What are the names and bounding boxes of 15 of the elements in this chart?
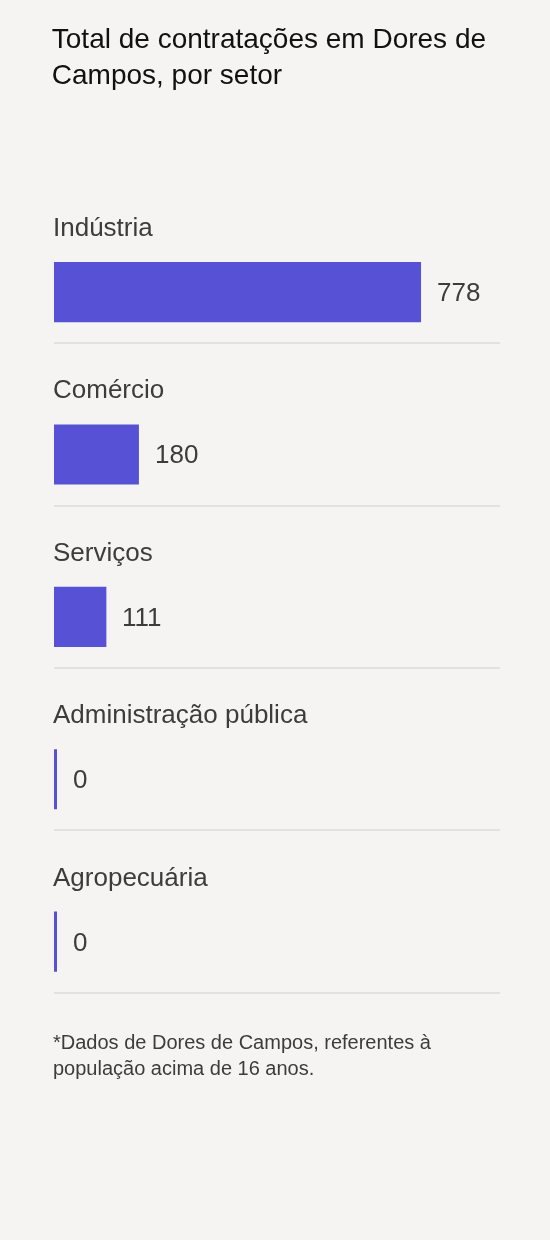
text: *Dados de Dores de Campos, referentes à população acima de 16 anos. [53,1031,432,1079]
y-tick-label: Indústria [53,212,154,242]
data-label: 0 [73,927,88,957]
data-label: 778 [437,277,481,307]
bar [54,586,107,647]
bar [54,262,422,323]
y-tick-label: Administração pública [53,699,308,729]
y-tick-label: Comércio [53,374,165,404]
y-tick-label: Agropecuária [53,862,209,892]
bar [54,424,139,485]
data-label: 180 [155,439,199,469]
data-label: 0 [73,764,88,794]
chart-title: Total de contratações em Dores de Campos, por setor [51,23,487,91]
data-label: 111 [122,602,162,632]
y-tick-label: Serviços [53,537,153,567]
